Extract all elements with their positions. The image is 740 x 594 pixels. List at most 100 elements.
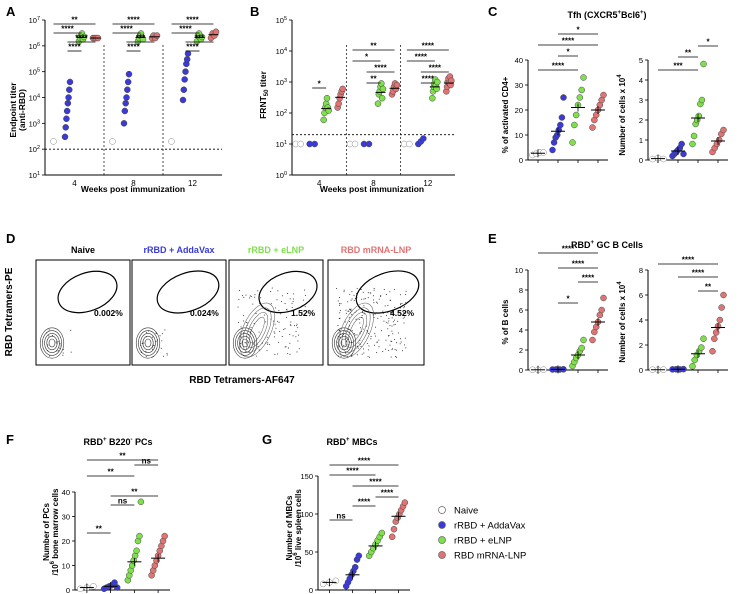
event-dot xyxy=(387,328,389,330)
event-dot xyxy=(296,351,298,353)
event-dot xyxy=(337,300,339,302)
density-contour xyxy=(140,333,156,353)
event-dot xyxy=(48,329,50,331)
data-point-B-mrna xyxy=(339,85,346,93)
event-dot xyxy=(368,345,370,347)
panel-f-title: RBD+ B220- PCs xyxy=(83,437,152,447)
data-point-G-mrna xyxy=(388,533,396,541)
sig-bar-E1-label: **** xyxy=(562,245,575,254)
event-dot xyxy=(259,302,261,304)
panel-letter-c: C xyxy=(488,4,498,19)
legend-label: rRBD + eLNP xyxy=(454,536,512,547)
event-dot xyxy=(339,333,341,335)
data-point-E1-mrna xyxy=(589,336,596,344)
event-dot xyxy=(160,347,162,349)
event-dot xyxy=(152,348,154,350)
event-dot xyxy=(245,342,247,344)
flow-plot-title: Naive xyxy=(71,245,95,255)
event-dot xyxy=(286,309,288,311)
data-point-G-mrna xyxy=(401,499,409,506)
ytick-label-E2: 0 xyxy=(639,366,643,375)
event-dot xyxy=(373,317,375,318)
event-dot xyxy=(270,318,272,320)
event-dot xyxy=(350,309,352,311)
data-point-C2-mrna xyxy=(715,136,723,144)
event-dot xyxy=(254,294,256,296)
ytick-label-A: 102 xyxy=(29,145,40,154)
data-point-G-naive xyxy=(332,577,340,585)
data-point-A-addavax xyxy=(66,78,74,86)
event-dot xyxy=(339,336,341,338)
event-dot xyxy=(249,295,251,297)
event-dot xyxy=(342,335,344,337)
event-dot xyxy=(346,348,348,350)
event-dot xyxy=(373,299,374,301)
event-dot xyxy=(349,325,351,327)
event-dot xyxy=(281,295,283,297)
data-point-G-mrna xyxy=(390,525,398,533)
data-point-F-elnp xyxy=(133,547,140,555)
event-dot xyxy=(403,312,405,314)
ytick-label-B: 104 xyxy=(276,47,287,56)
event-dot xyxy=(281,301,283,302)
event-dot xyxy=(391,317,393,319)
event-dot xyxy=(156,351,158,353)
event-dot xyxy=(396,342,397,344)
sig-bar-A-label: ** xyxy=(71,16,78,25)
sig-bar-C1-label: * xyxy=(576,26,580,35)
event-dot xyxy=(344,321,346,323)
event-dot xyxy=(345,352,347,354)
event-dot xyxy=(393,289,395,290)
panel-c-title: Tfh (CXCR5+Bcl6+) xyxy=(567,10,646,20)
sig-bar-E1-label: **** xyxy=(582,274,595,283)
panel-a-ylabel-2: (anti-RBD) xyxy=(17,89,27,131)
event-dot xyxy=(375,326,376,328)
legend-label: rRBD + AddaVax xyxy=(454,521,526,532)
event-dot xyxy=(339,317,341,319)
event-dot xyxy=(385,294,387,295)
density-contour xyxy=(135,327,161,359)
event-dot xyxy=(390,356,392,358)
sig-bar-E2-label: **** xyxy=(692,269,705,278)
ytick-label-F: 30 xyxy=(62,513,70,522)
sig-bar-A-label: **** xyxy=(127,43,140,52)
event-dot xyxy=(70,351,72,353)
sig-bar-A-label: **** xyxy=(68,43,81,52)
event-dot xyxy=(248,334,249,336)
event-dot xyxy=(405,347,407,349)
data-point-E2-elnp xyxy=(689,363,696,370)
sig-bar-F-label: ns xyxy=(142,457,152,466)
event-dot xyxy=(348,317,350,319)
event-dot xyxy=(357,347,359,349)
legend-label: Naive xyxy=(454,506,478,517)
event-dot xyxy=(250,331,251,333)
sig-bar-F-label: ** xyxy=(119,452,126,461)
event-dot xyxy=(383,320,385,322)
density-contour xyxy=(344,312,368,348)
event-dot xyxy=(274,323,276,325)
data-point-A-addavax xyxy=(62,124,69,131)
event-dot xyxy=(57,350,59,352)
event-dot xyxy=(140,352,142,353)
ytick-label-E1: 10 xyxy=(515,266,523,275)
data-point-C1-elnp xyxy=(569,139,576,146)
event-dot xyxy=(359,339,361,341)
event-dot xyxy=(401,303,403,304)
event-dot xyxy=(382,350,384,352)
ytick-label-E2: 2 xyxy=(639,341,643,350)
panel-letter-a: A xyxy=(6,4,16,19)
ytick-label-G: 100 xyxy=(300,510,313,519)
event-dot xyxy=(358,319,360,320)
ytick-label-B: 103 xyxy=(276,78,287,87)
xtick-label-A: 4 xyxy=(72,179,77,188)
event-dot xyxy=(255,355,257,357)
data-point-E1-elnp xyxy=(580,336,587,344)
panel-f-ylabel-2: /106 bone marrow cells xyxy=(50,488,60,575)
event-dot xyxy=(400,307,402,309)
ytick-label-C1: 30 xyxy=(515,81,523,90)
data-point-A-addavax xyxy=(63,115,70,123)
sig-bar-B-label: **** xyxy=(422,42,435,51)
data-point-C1-elnp xyxy=(580,74,587,81)
event-dot xyxy=(347,301,349,303)
event-dot xyxy=(303,299,305,301)
